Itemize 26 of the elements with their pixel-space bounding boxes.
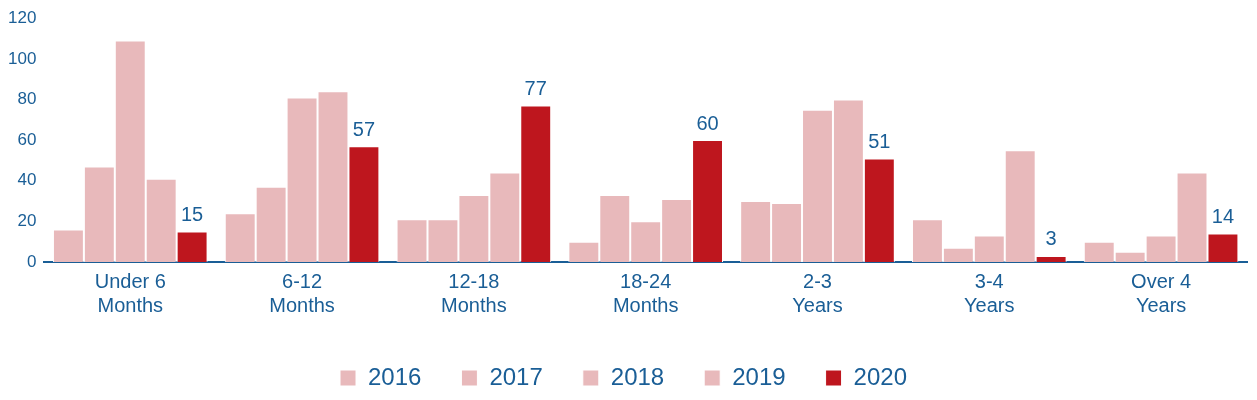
x-tick-label: 12-18 Months [441, 269, 507, 316]
x-tick-label: Under 6 Months [94, 269, 166, 316]
legend-label: 2020 [853, 362, 907, 390]
y-tick-label: 20 [17, 211, 37, 231]
y-tick-label: 60 [17, 129, 37, 149]
legend-label: 2019 [732, 362, 786, 390]
x-tick-label: 6-12 Months [269, 269, 335, 316]
legend-label: 2017 [489, 362, 543, 390]
y-tick-label: 100 [7, 48, 37, 68]
x-tick-label: Over 4 Years [1131, 269, 1192, 316]
y-tick-label: 0 [26, 251, 37, 271]
x-tick-label: 18-24 Months [612, 269, 679, 316]
legend-label: 2018 [610, 362, 665, 390]
legend-label: 2016 [368, 362, 422, 390]
y-tick-label: 120 [7, 7, 37, 27]
data-label: 77 [524, 77, 547, 100]
data-label: 15 [180, 203, 204, 226]
y-tick-label: 40 [17, 170, 37, 190]
y-tick-label: 80 [17, 89, 37, 109]
data-label: 3 [1045, 227, 1057, 250]
data-label: 51 [868, 129, 891, 152]
x-tick-label: 2-3 Years [792, 269, 843, 316]
data-label: 57 [352, 117, 376, 140]
x-tick-label: 3-4 Years [964, 269, 1015, 316]
data-label: 60 [696, 111, 719, 134]
data-label: 14 [1211, 205, 1235, 228]
